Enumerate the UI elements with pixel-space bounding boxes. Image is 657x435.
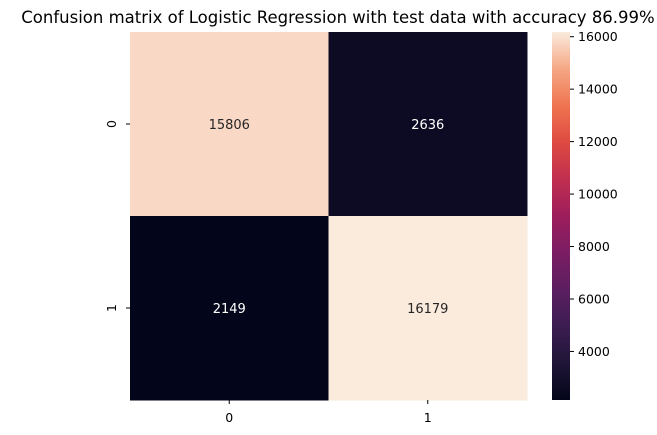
heatmap-cell-r0-c0: [130, 32, 329, 217]
heatmap-value-r0-c1: 2636: [411, 118, 444, 133]
colorbar-tick-label-6: 16000: [578, 29, 618, 44]
heatmap-cell-labels: 15806 2636 2149 16179: [209, 118, 449, 317]
colorbar-tick-label-1: 6000: [578, 291, 610, 306]
heatmap-value-r1-c1: 16179: [407, 302, 448, 317]
heatmap-cell-r0-c1: [328, 32, 528, 217]
colorbar: [552, 32, 570, 400]
colorbar-tick-label-5: 14000: [578, 82, 618, 97]
colorbar-tick-label-2: 8000: [578, 239, 610, 254]
y-tick-label-1: 1: [104, 304, 119, 312]
heatmap-cells: [130, 32, 528, 401]
colorbar-tick-label-0: 4000: [578, 344, 610, 359]
colorbar-tick-label-4: 12000: [578, 134, 618, 149]
y-axis-ticks: 01: [104, 120, 130, 312]
heatmap-value-r1-c0: 2149: [213, 302, 246, 317]
colorbar-ticks: 4000 6000 8000 10000 12000 14000 16000: [570, 29, 618, 359]
heatmap-cell-r1-c0: [130, 216, 329, 401]
heatmap-cell-r1-c1: [328, 216, 528, 401]
x-tick-label-1: 1: [424, 410, 432, 425]
colorbar-tick-label-3: 10000: [578, 187, 618, 202]
heatmap-value-r0-c0: 15806: [209, 118, 250, 133]
x-tick-label-0: 0: [225, 410, 233, 425]
y-tick-label-0: 0: [104, 120, 119, 128]
chart-title: Confusion matrix of Logistic Regression …: [21, 8, 654, 27]
